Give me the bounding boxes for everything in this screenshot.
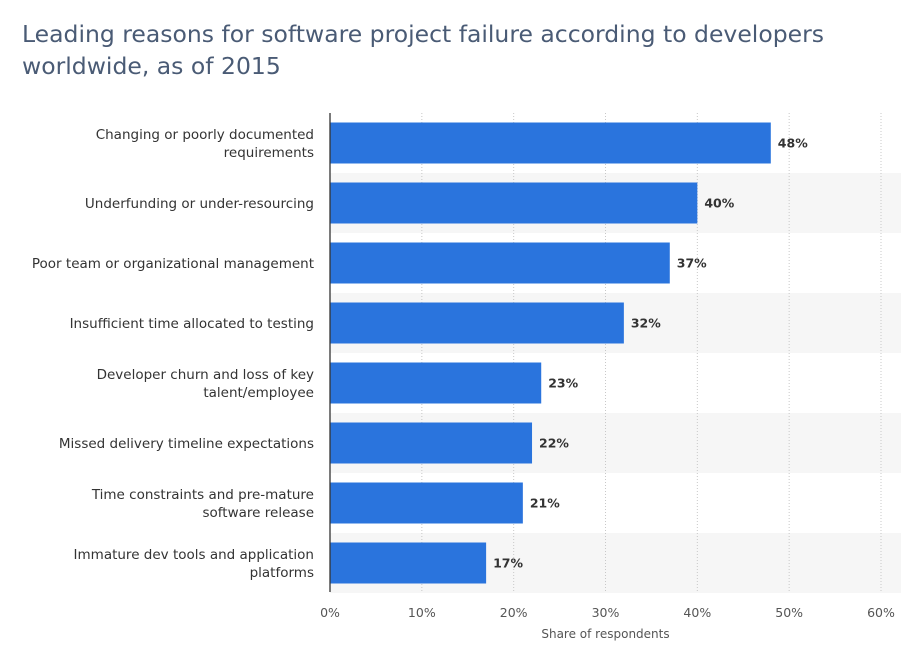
category-label-line: Changing or poorly documented: [96, 127, 314, 143]
x-tick-label: 60%: [867, 605, 895, 620]
bar: [330, 242, 670, 284]
category-label: Underfunding or under-resourcing: [85, 196, 314, 212]
value-label: 17%: [493, 556, 523, 571]
value-label: 48%: [778, 136, 808, 151]
value-label: 21%: [530, 496, 560, 511]
category-label-line: platforms: [250, 565, 314, 581]
category-label: Insufficient time allocated to testing: [70, 316, 314, 332]
category-label: Changing or poorly documented requirement…: [96, 127, 314, 161]
category-label-line: software release: [203, 505, 315, 521]
category-label-line: Poor team or organizational management: [32, 256, 314, 272]
value-label: 23%: [548, 376, 578, 391]
category-label: Developer churn and loss of key talent/em…: [97, 367, 314, 401]
category-label-line: Time constraints and pre-mature: [91, 487, 314, 503]
category-label-line: requirements: [224, 145, 314, 161]
category-label-line: Missed delivery timeline expectations: [59, 436, 314, 452]
category-label: Poor team or organizational management: [32, 256, 314, 272]
x-tick-label: 20%: [500, 605, 528, 620]
value-label: 37%: [677, 256, 707, 271]
category-label-line: Immature dev tools and application: [74, 547, 314, 563]
category-label-line: Developer churn and loss of key: [97, 367, 314, 383]
category-labels: Changing or poorly documented requirement…: [32, 127, 314, 581]
category-label: Missed delivery timeline expectations: [59, 436, 314, 452]
x-tick-label: 30%: [592, 605, 620, 620]
value-label: 32%: [631, 316, 661, 331]
value-labels: 48% 40% 37% 32% 23% 22% 21% 17%: [493, 136, 808, 571]
category-label-line: Insufficient time allocated to testing: [70, 316, 314, 332]
bar: [330, 362, 542, 404]
x-tick-label: 10%: [408, 605, 436, 620]
category-label: Immature dev tools and application platfo…: [74, 547, 314, 581]
category-label-line: talent/employee: [203, 385, 314, 401]
category-label-line: Underfunding or under-resourcing: [85, 196, 314, 212]
value-label: 40%: [704, 196, 734, 211]
chart-title: Leading reasons for software project fai…: [22, 20, 824, 80]
value-label: 22%: [539, 436, 569, 451]
bars: [330, 122, 771, 584]
x-axis-title: Share of respondents: [541, 627, 669, 641]
x-axis-ticks: 0% 10% 20% 30% 40% 50% 60%: [320, 605, 895, 620]
bar: [330, 122, 771, 164]
bar: [330, 302, 624, 344]
x-tick-label: 0%: [320, 605, 340, 620]
bar: [330, 182, 698, 224]
category-label: Time constraints and pre-mature software …: [91, 487, 314, 521]
bar: [330, 482, 523, 524]
bar: [330, 422, 533, 464]
bar: [330, 542, 487, 584]
x-tick-label: 40%: [683, 605, 711, 620]
x-tick-label: 50%: [775, 605, 803, 620]
